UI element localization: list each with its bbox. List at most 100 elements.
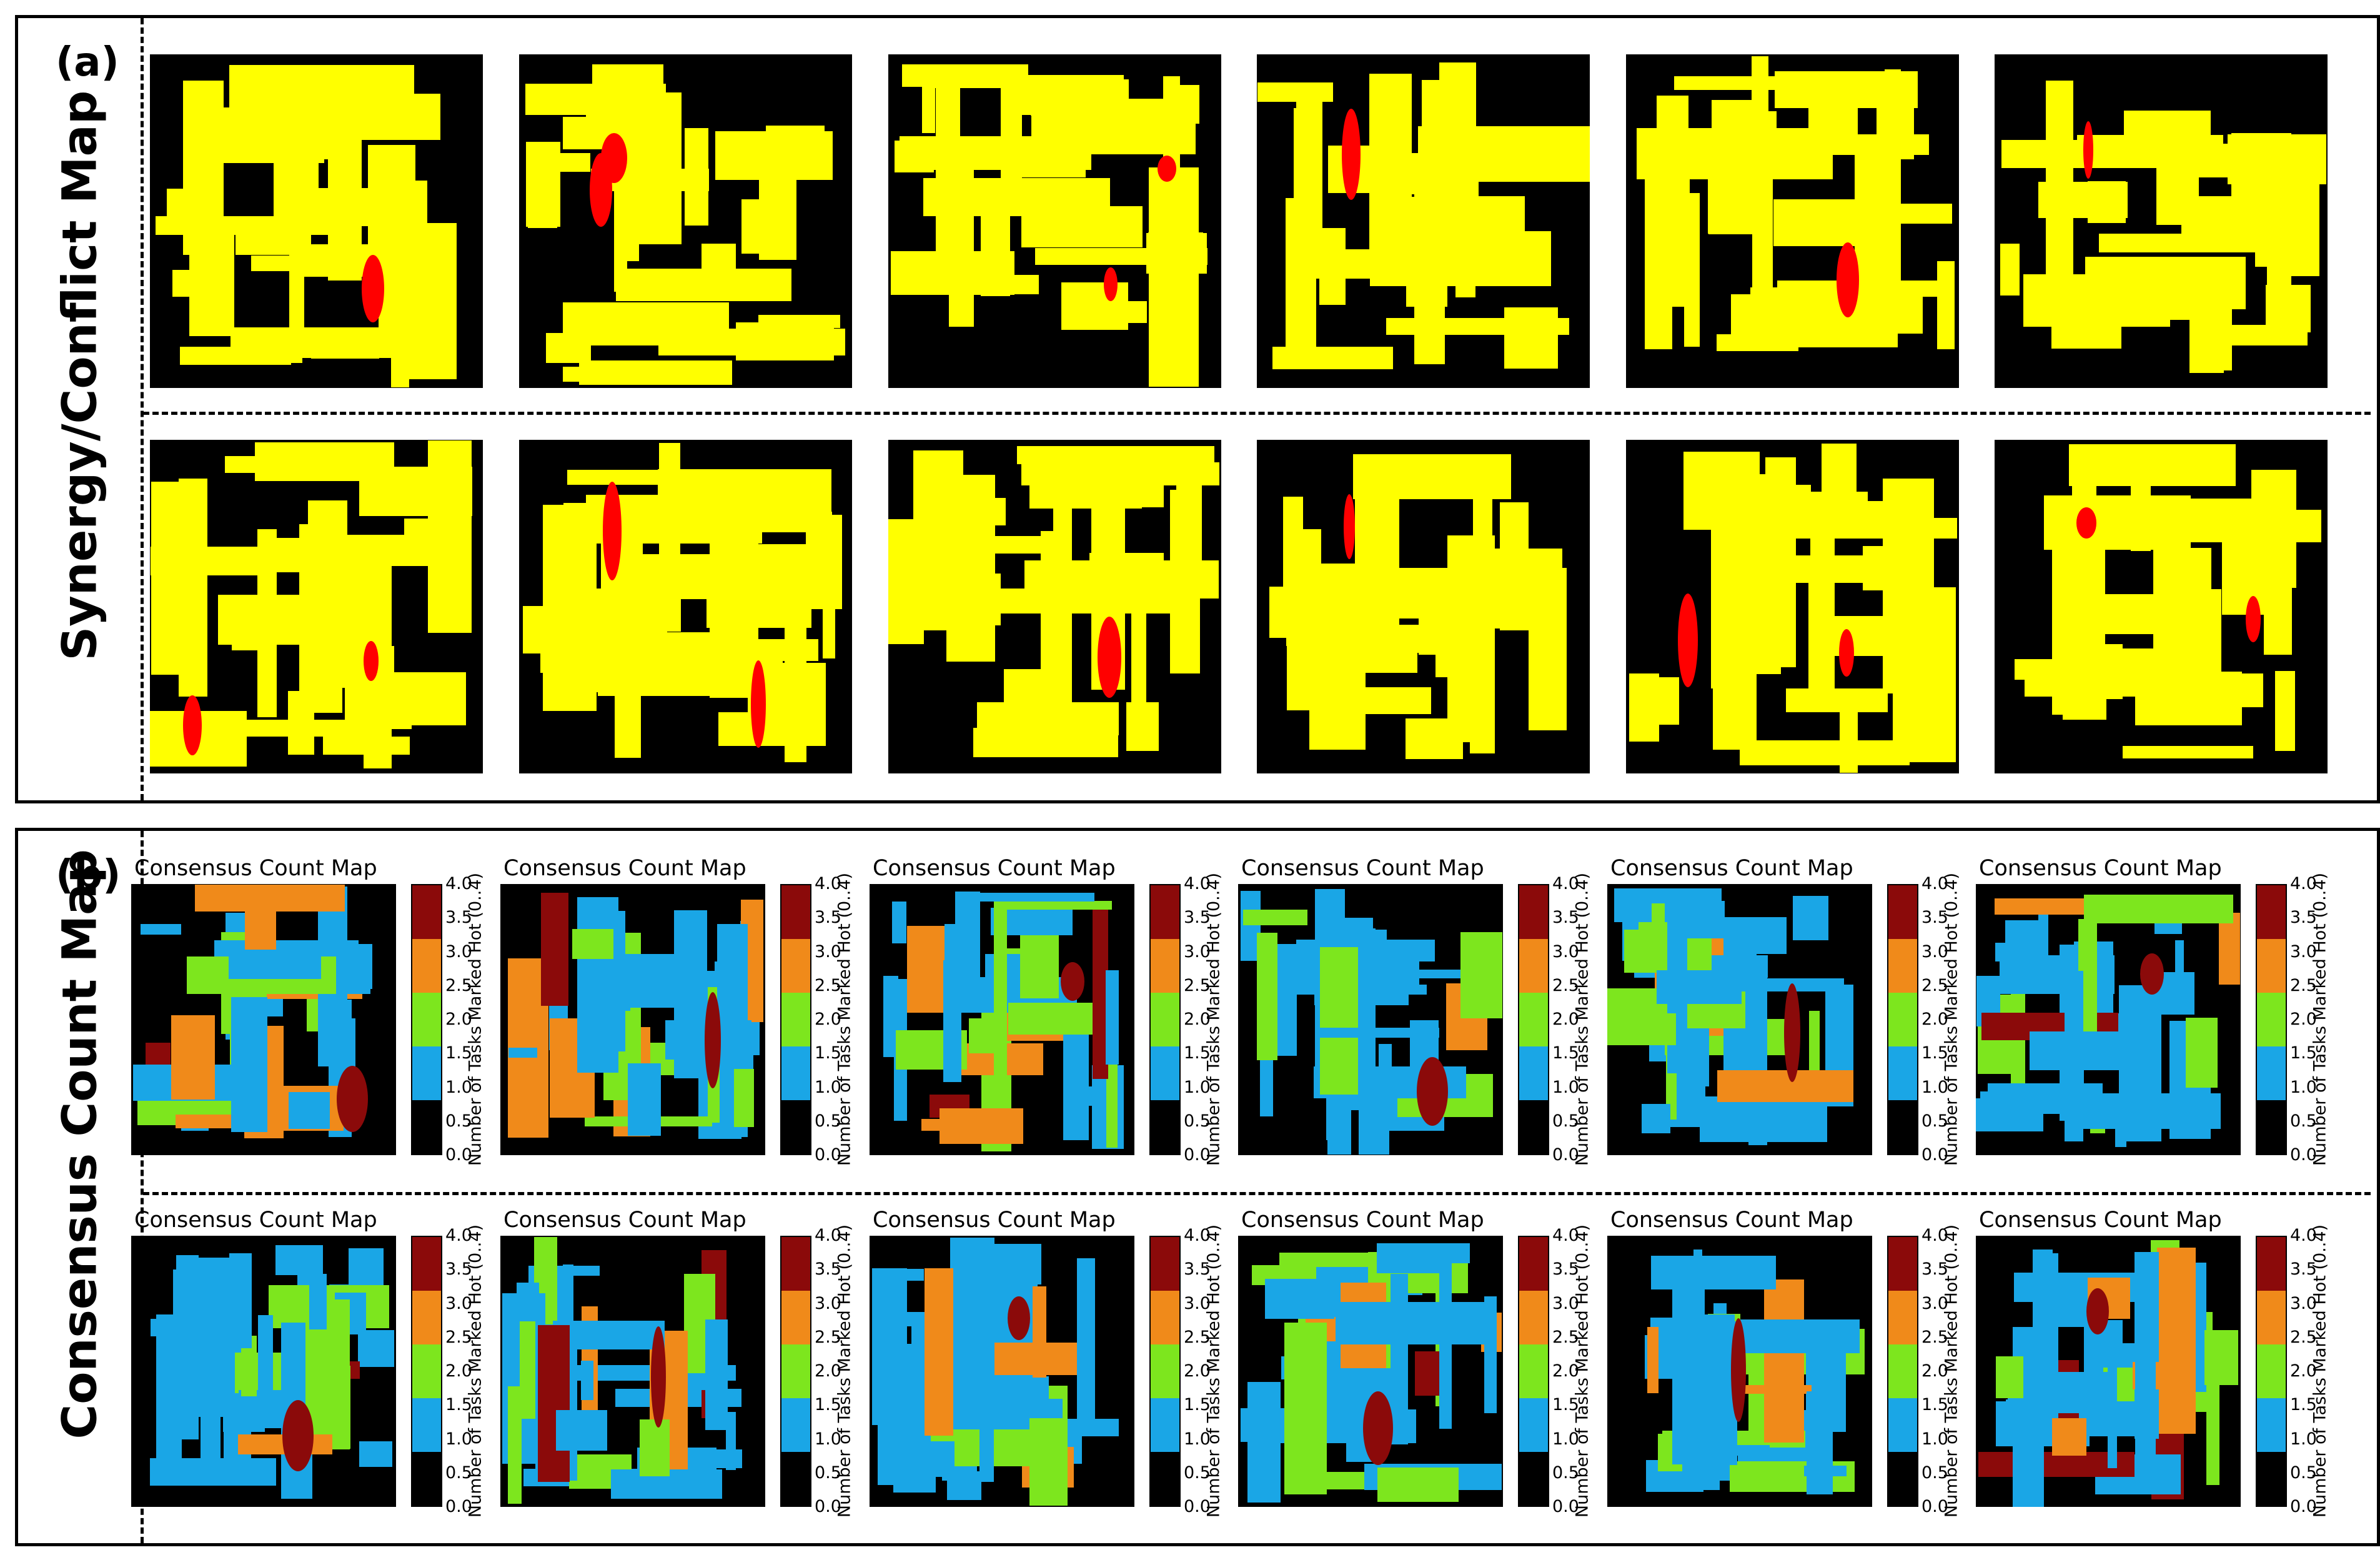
consensus-region — [309, 1274, 327, 1329]
synergy-region — [1369, 463, 1399, 660]
subplot-title: Consensus Count Map — [503, 1208, 746, 1233]
consensus-region — [1033, 1286, 1046, 1378]
synergy-region — [922, 84, 935, 133]
colorbar-tick-label: 3.0 — [815, 942, 841, 961]
synergy-map-tile — [888, 54, 1221, 388]
colorbar-segment — [1888, 885, 1917, 939]
colorbar-tick-label: 2.5 — [1184, 976, 1211, 995]
consensus-region — [156, 1314, 182, 1467]
synergy-region — [1357, 687, 1431, 714]
subplot-title: Consensus Count Map — [873, 1208, 1116, 1233]
colorbar-segment — [1519, 939, 1548, 993]
colorbar-tick-label: 0.5 — [2290, 1111, 2317, 1131]
consensus-region — [943, 960, 961, 1082]
colorbar-tick-label: 1.5 — [1921, 1395, 1948, 1414]
colorbar-segment — [1888, 1237, 1917, 1291]
colorbar-segment — [412, 1291, 441, 1344]
synergy-region — [1041, 531, 1063, 690]
colorbar-segment — [781, 1100, 810, 1154]
consensus-region — [2157, 1248, 2196, 1434]
consensus-map-tile — [131, 884, 396, 1155]
synergy-region — [363, 672, 466, 725]
synergy-region — [1126, 702, 1159, 751]
colorbar-segment — [1888, 1046, 1917, 1100]
consensus-region — [1647, 1327, 1659, 1393]
consensus-map-image — [1238, 1236, 1503, 1507]
colorbar-segment — [1151, 1237, 1179, 1291]
colorbar-tick-label: 3.5 — [1552, 908, 1579, 927]
synergy-map-image — [519, 440, 852, 773]
consensus-hotspot — [2140, 953, 2164, 995]
colorbar-segment — [781, 1344, 810, 1398]
colorbar-tick-label: 0.5 — [815, 1463, 841, 1483]
colorbar-segment — [1151, 993, 1179, 1046]
synergy-region — [713, 544, 820, 600]
synergy-region — [225, 456, 309, 473]
consensus-region — [2072, 1093, 2221, 1129]
colorbar-tick-label: 4.0 — [2290, 1226, 2317, 1245]
consensus-hotspot — [1363, 1391, 1393, 1465]
colorbar-label: Number of Tasks Marked Hot (0..4) — [2310, 872, 2330, 1166]
synergy-region — [741, 199, 780, 254]
synergy-region — [1810, 513, 1835, 710]
consensus-hotspot — [651, 1326, 666, 1428]
consensus-map-image — [131, 1236, 396, 1507]
consensus-region — [1764, 1279, 1804, 1443]
colorbar-segment — [412, 1046, 441, 1100]
synergy-region — [1773, 199, 1873, 246]
colorbar-tick-label: 1.5 — [2290, 1395, 2317, 1414]
synergy-region — [2071, 644, 2123, 699]
colorbar-tick-label: 4.0 — [815, 1226, 841, 1245]
consensus-hotspot — [2086, 1288, 2109, 1334]
synergy-region — [1937, 261, 1955, 349]
colorbar-tick-label: 1.0 — [445, 1429, 472, 1449]
colorbar — [780, 884, 811, 1155]
consensus-region — [2108, 1360, 2117, 1468]
consensus-region — [1377, 1243, 1444, 1273]
panel-a-row-label: Synergy/Conflict Map — [51, 90, 107, 661]
colorbar-tick-label: 1.5 — [815, 1395, 841, 1414]
consensus-map-image — [131, 884, 396, 1155]
synergy-region — [317, 590, 380, 623]
synergy-region — [1740, 740, 1910, 765]
consensus-region — [925, 1268, 953, 1436]
subplot-title: Consensus Count Map — [1241, 1208, 1484, 1233]
colorbar-tick-label: 3.5 — [2290, 1259, 2317, 1279]
colorbar-tick-label: 3.0 — [815, 1294, 841, 1313]
synergy-region — [1752, 56, 1768, 148]
synergy-region — [1893, 552, 1912, 747]
consensus-region — [2196, 1263, 2206, 1392]
synergy-region — [823, 601, 835, 658]
consensus-map-tile — [870, 1236, 1134, 1507]
consensus-region — [556, 1410, 607, 1451]
consensus-map-image — [870, 1236, 1134, 1507]
synergy-region — [1021, 206, 1143, 247]
consensus-region — [734, 1069, 754, 1127]
colorbar-tick-label: 0.5 — [1552, 1463, 1579, 1483]
colorbar-tick-label: 0.0 — [815, 1497, 841, 1516]
consensus-region — [508, 1386, 522, 1504]
consensus-region — [2084, 895, 2233, 923]
conflict-region — [1837, 242, 1859, 317]
colorbar-tick-label: 2.0 — [1552, 1010, 1579, 1029]
colorbar-tick-label: 0.0 — [445, 1497, 472, 1516]
colorbar-tick-label: 1.5 — [1921, 1043, 1948, 1063]
colorbar-segment — [1519, 993, 1548, 1046]
conflict-region — [1678, 594, 1698, 687]
colorbar-segment — [2257, 1344, 2286, 1398]
colorbar-segment — [781, 885, 810, 939]
synergy-region — [1178, 591, 1197, 630]
colorbar-tick-label: 2.0 — [815, 1361, 841, 1381]
panel-a-row-divider — [143, 412, 2371, 415]
colorbar-segment — [781, 1046, 810, 1100]
colorbar-tick-label: 0.0 — [2290, 1145, 2317, 1165]
consensus-region — [595, 976, 630, 1011]
consensus-region — [1460, 932, 1502, 1018]
colorbar-segment — [1151, 1452, 1179, 1506]
consensus-region — [1439, 1248, 1452, 1429]
synergy-map-image — [1257, 440, 1590, 773]
synergy-region — [563, 503, 605, 518]
colorbar-segment — [412, 1237, 441, 1291]
consensus-region — [1642, 1104, 1670, 1133]
consensus-region — [1265, 1279, 1334, 1319]
